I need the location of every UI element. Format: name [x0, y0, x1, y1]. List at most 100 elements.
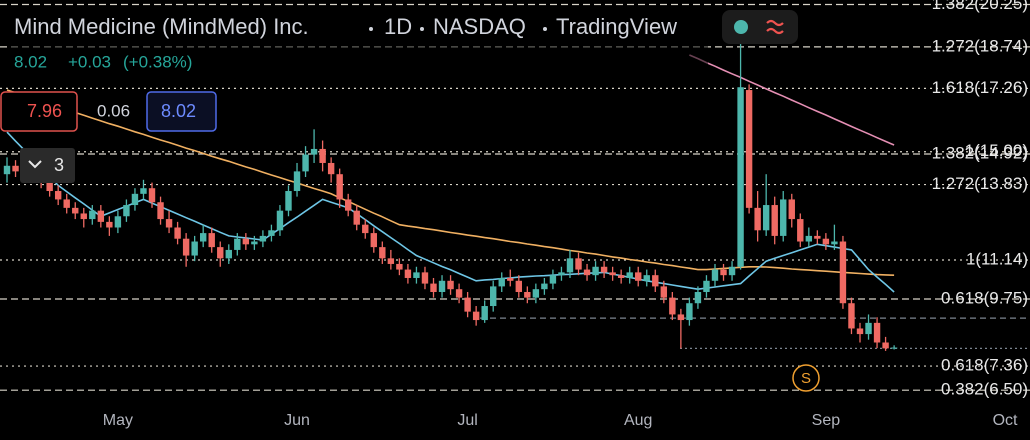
candle-body [165, 219, 173, 228]
x-tick-label: Aug [624, 412, 652, 429]
candle-body [455, 289, 463, 298]
candle-body [54, 191, 62, 200]
candle-body [276, 210, 284, 231]
level-label: 1.272(18.74) [932, 36, 1028, 55]
candle-body [114, 216, 122, 228]
candle-body [234, 238, 241, 250]
candle-body [336, 174, 343, 200]
candle-body [635, 272, 642, 281]
candle-body [481, 306, 488, 321]
candle-body [447, 280, 454, 290]
level-label: 1(15.00) [965, 141, 1028, 160]
candle-body [558, 272, 565, 276]
level-label: 0.382(6.50) [941, 380, 1028, 399]
separator [369, 27, 373, 31]
candle-body [592, 266, 599, 276]
candle-body [703, 280, 710, 293]
candle-body [541, 283, 548, 290]
candle-body [652, 275, 659, 287]
level-label: 1.618(17.26) [932, 78, 1028, 97]
candle-body [515, 280, 522, 293]
candle-body [831, 241, 838, 245]
candle-body [242, 238, 250, 245]
candle-body [387, 258, 395, 264]
candle-body [319, 148, 326, 163]
candle-body [302, 154, 309, 172]
candle-body [472, 311, 480, 321]
candle-body [814, 235, 821, 239]
candle-body [438, 280, 446, 293]
candle-body [677, 314, 685, 321]
split-marker[interactable] [792, 364, 820, 392]
status-badge[interactable] [722, 10, 798, 44]
candle-body [140, 188, 147, 194]
candle-body [660, 286, 668, 298]
title: Mind Medicine (MindMed) Inc. [14, 14, 309, 39]
level-label: 1(11.14) [966, 250, 1028, 269]
candle-body [174, 227, 181, 239]
x-tick-label: Jul [457, 412, 477, 429]
candle-body [805, 235, 813, 242]
header-backdrop [8, 6, 708, 78]
candle-body [490, 286, 497, 307]
candle-body [507, 277, 514, 281]
level-label: 1.382(20.25) [932, 0, 1028, 13]
level-label: 0.618(9.75) [941, 289, 1028, 308]
candle-body [745, 90, 753, 208]
moving-average-line [6, 131, 895, 293]
candle-body [72, 207, 79, 214]
candle-body [856, 328, 864, 335]
candle-body [217, 247, 224, 259]
candle-body [617, 275, 625, 278]
candle-body [583, 269, 591, 276]
candle-body [575, 258, 582, 270]
candle-body [532, 289, 540, 298]
separator [420, 27, 424, 31]
candle-body [626, 272, 633, 278]
candle-body [754, 207, 761, 231]
candle-body [780, 199, 787, 236]
candle-body [89, 210, 96, 220]
candle-body [464, 297, 471, 312]
source: TradingView [556, 14, 677, 39]
candle-body [97, 210, 105, 222]
candle-body [251, 241, 258, 245]
candle-body [396, 263, 403, 270]
candle-body [737, 87, 744, 267]
candle-body [3, 165, 11, 175]
candle-body [285, 191, 292, 211]
change-percent: (+0.38%) [123, 52, 192, 71]
x-tick-label: Sep [812, 412, 841, 429]
candle-body [771, 205, 778, 236]
x-tick-label: Jun [284, 412, 310, 429]
candle-body [413, 272, 420, 278]
level-label: 1.382(14.92) [932, 143, 1028, 162]
candle-body [890, 347, 898, 349]
exchange: NASDAQ [433, 14, 526, 39]
interval: 1D [384, 14, 412, 39]
candle-body [345, 199, 352, 211]
moving-average-line [6, 89, 895, 276]
ask: 8.02 [161, 101, 196, 121]
candle-body [12, 165, 19, 172]
split-marker-label: S [801, 370, 811, 387]
candle-body [148, 188, 156, 203]
moving-average-line [689, 54, 895, 146]
candle-body [310, 148, 318, 155]
level-label: 0.618(7.36) [941, 356, 1028, 375]
ask-box[interactable] [146, 91, 217, 132]
candle-body [848, 303, 855, 329]
candle-body [694, 292, 702, 304]
chevron-icon [28, 160, 42, 169]
indicator-count: 3 [54, 155, 64, 175]
candle-body [882, 342, 889, 349]
candle-body [293, 171, 301, 192]
bid-box[interactable] [0, 91, 78, 132]
indicator-toggle[interactable] [20, 148, 75, 183]
candle-body [123, 205, 130, 217]
candle-body [259, 235, 267, 242]
candle-body [157, 202, 164, 220]
candle-body [191, 241, 198, 256]
candle-body [873, 322, 881, 343]
separator [543, 27, 547, 31]
